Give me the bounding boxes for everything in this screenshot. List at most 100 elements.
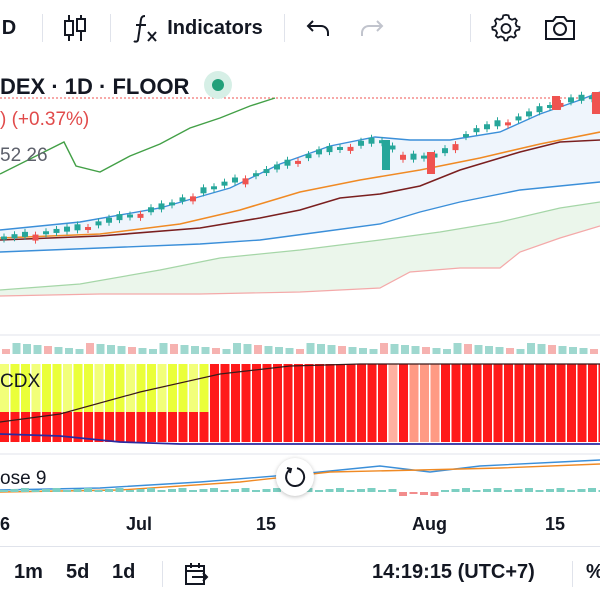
candle: [484, 124, 490, 129]
volume-pane: [2, 343, 598, 354]
macd-histogram-bar: [536, 490, 544, 492]
cdx-bar: [441, 364, 450, 442]
macd-histogram-bar: [473, 490, 481, 492]
cdx-bar: [284, 364, 293, 442]
volume-bar: [359, 348, 367, 354]
cdx-bar: [263, 364, 272, 442]
volume-bar: [559, 346, 567, 354]
market-status-dot[interactable]: [204, 71, 232, 99]
volume-bar: [97, 344, 105, 354]
candle: [390, 146, 396, 150]
interval-button[interactable]: D: [0, 0, 18, 56]
cdx-bar: [452, 364, 461, 442]
undo-button[interactable]: [300, 0, 336, 56]
candle: [463, 134, 469, 137]
candle: [579, 95, 585, 101]
cdx-bar: [357, 364, 366, 442]
range-1d-button[interactable]: 1d: [112, 561, 135, 584]
symbol-legend[interactable]: DEX · 1D · FLOOR: [0, 74, 189, 100]
volume-bar: [286, 348, 294, 354]
macd-histogram-bar: [557, 488, 565, 492]
cdx-bar: [336, 364, 345, 442]
candle: [222, 182, 228, 186]
volume-bar: [2, 349, 10, 354]
macd-histogram-bar: [326, 489, 334, 492]
volume-bar: [13, 343, 21, 354]
chart-type-button[interactable]: [58, 0, 92, 56]
clock-timezone[interactable]: 14:19:15 (UTC+7): [372, 561, 535, 584]
volume-bar: [307, 343, 315, 354]
time-axis-label: 15: [545, 514, 565, 535]
cdx-bar: [494, 364, 503, 442]
cdx-bar: [116, 412, 125, 442]
volume-bar: [149, 349, 157, 354]
cdx-bar: [252, 364, 261, 442]
volume-bar: [538, 344, 546, 354]
macd-histogram-bar: [252, 490, 260, 492]
macd-histogram-bar: [494, 488, 502, 492]
cdx-bar: [95, 412, 104, 442]
volume-bar: [517, 349, 525, 354]
time-axis-label: Aug: [412, 514, 447, 535]
macd-histogram-bar: [242, 488, 250, 492]
macd-histogram-bar: [347, 490, 355, 492]
bottom-toolbar: 1m 5d 1d 14:19:15 (UTC+7) %: [0, 546, 600, 601]
candle: [427, 152, 435, 174]
candle: [64, 227, 70, 232]
range-1m-button[interactable]: 1m: [14, 561, 43, 584]
volume-bar: [475, 345, 483, 354]
candle: [85, 227, 91, 230]
volume-bar: [128, 347, 136, 354]
redo-icon: [359, 17, 385, 39]
indicator-values[interactable]: 52 26: [0, 145, 48, 167]
volume-bar: [464, 344, 472, 354]
cdx-bar: [315, 364, 324, 442]
range-5d-button[interactable]: 5d: [66, 561, 89, 584]
candle: [138, 214, 144, 218]
macd-histogram-bar: [389, 489, 397, 492]
cdx-bar: [557, 364, 566, 442]
reset-icon: [283, 465, 307, 489]
cdx-bar: [105, 412, 114, 442]
volume-bar: [548, 345, 556, 354]
screenshot-button[interactable]: [540, 0, 580, 56]
indicators-label: Indicators: [167, 17, 263, 40]
volume-bar: [433, 348, 441, 354]
candle: [295, 161, 301, 164]
price-change: ) (+0.37%): [0, 109, 89, 131]
candle: [592, 92, 600, 114]
cdx-bar: [515, 364, 524, 442]
settings-button[interactable]: [488, 0, 524, 56]
macd-histogram-bar: [410, 492, 418, 494]
candle: [243, 178, 249, 184]
candle: [526, 111, 532, 116]
percent-toggle[interactable]: %: [586, 561, 600, 584]
candle: [54, 229, 60, 233]
indicators-button[interactable]: Indicators: [124, 0, 270, 56]
candle: [75, 224, 81, 230]
candle: [169, 202, 175, 205]
macd-pane-label[interactable]: ose 9: [0, 468, 46, 490]
toolbar-divider: [284, 14, 285, 42]
volume-bar: [65, 348, 73, 354]
volume-bar: [160, 343, 168, 354]
macd-histogram-bar: [63, 490, 71, 492]
reset-chart-button[interactable]: [276, 458, 314, 496]
cdx-pane-label[interactable]: CDX: [0, 371, 40, 393]
volume-bar: [580, 348, 588, 354]
volume-bar: [254, 345, 262, 354]
macd-histogram-bar: [368, 488, 376, 492]
macd-histogram-bar: [546, 489, 554, 492]
redo-button[interactable]: [354, 0, 390, 56]
cdx-bar: [0, 412, 9, 442]
volume-bar: [506, 348, 514, 354]
cdx-bar: [231, 364, 240, 442]
time-axis[interactable]: 6 Jul 15 Aug 15: [0, 508, 600, 538]
cdx-pane: [0, 364, 600, 444]
volume-bar: [202, 347, 210, 354]
go-to-date-button[interactable]: [182, 561, 210, 592]
macd-histogram-bar: [126, 490, 134, 492]
volume-bar: [244, 344, 252, 354]
cdx-bar: [126, 412, 135, 442]
candles-icon: [62, 13, 88, 43]
